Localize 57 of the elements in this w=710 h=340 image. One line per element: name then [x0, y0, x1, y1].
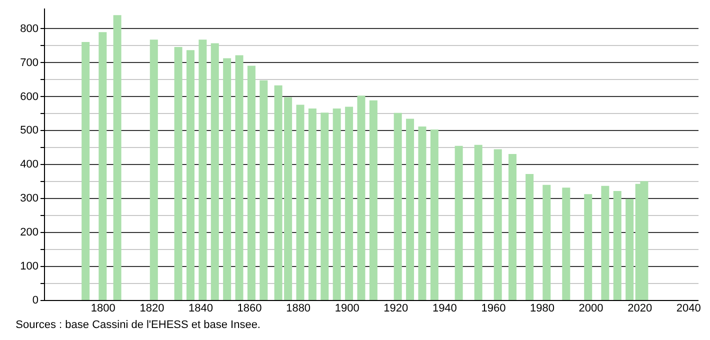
bar	[113, 15, 122, 300]
x-tick-label: 1820	[140, 302, 164, 314]
x-tick-label: 2020	[628, 302, 652, 314]
bar	[150, 40, 158, 300]
bar	[308, 108, 316, 300]
y-tick-label: 300	[20, 192, 38, 205]
x-tick-label: 2000	[578, 302, 604, 314]
bar	[357, 96, 366, 300]
bar	[296, 104, 304, 300]
y-tick-label: 700	[20, 56, 38, 69]
x-tick-label: 2040	[676, 302, 701, 314]
bar	[98, 32, 107, 300]
source-note: Sources : base Cassini de l'EHESS et base Insee.	[16, 319, 260, 331]
y-tick-label: 0	[32, 294, 38, 306]
bar	[235, 55, 244, 300]
bar	[260, 80, 268, 300]
bar	[247, 66, 256, 300]
bar	[82, 42, 90, 300]
x-tick-label: 1800	[90, 302, 116, 314]
x-tick-label: 1980	[530, 302, 554, 314]
bar	[584, 194, 592, 300]
bar	[601, 186, 610, 300]
y-tick-label: 600	[20, 90, 38, 103]
bar	[406, 118, 414, 300]
bar	[369, 100, 378, 300]
y-tick-label: 400	[20, 158, 38, 171]
bar	[474, 144, 482, 300]
bar	[174, 47, 182, 300]
x-tick-label: 1880	[286, 302, 311, 314]
bar	[613, 191, 622, 300]
bar	[332, 108, 341, 300]
bar	[626, 198, 634, 300]
bar	[345, 106, 354, 300]
bar	[320, 112, 329, 300]
x-tick-label: 1960	[481, 302, 506, 314]
x-tick-label: 1840	[188, 302, 213, 314]
bar	[508, 154, 516, 300]
y-tick-label: 100	[20, 260, 38, 273]
bar	[494, 149, 502, 300]
x-tick-label: 1900	[334, 302, 360, 314]
bar	[454, 146, 463, 300]
bar	[430, 130, 438, 300]
bar	[418, 126, 426, 300]
bar	[198, 40, 207, 300]
y-tick-label: 500	[20, 124, 38, 137]
bar	[562, 188, 570, 300]
bar	[542, 184, 551, 300]
x-tick-label: 1920	[384, 302, 408, 314]
y-tick-label: 200	[20, 226, 38, 239]
bar	[186, 50, 194, 300]
bar	[223, 58, 232, 300]
x-tick-label: 1860	[237, 302, 262, 314]
x-tick-label: 1940	[432, 302, 457, 314]
bar	[526, 174, 534, 300]
y-tick-label: 800	[20, 22, 38, 35]
bar	[210, 43, 219, 300]
bar	[394, 112, 402, 300]
